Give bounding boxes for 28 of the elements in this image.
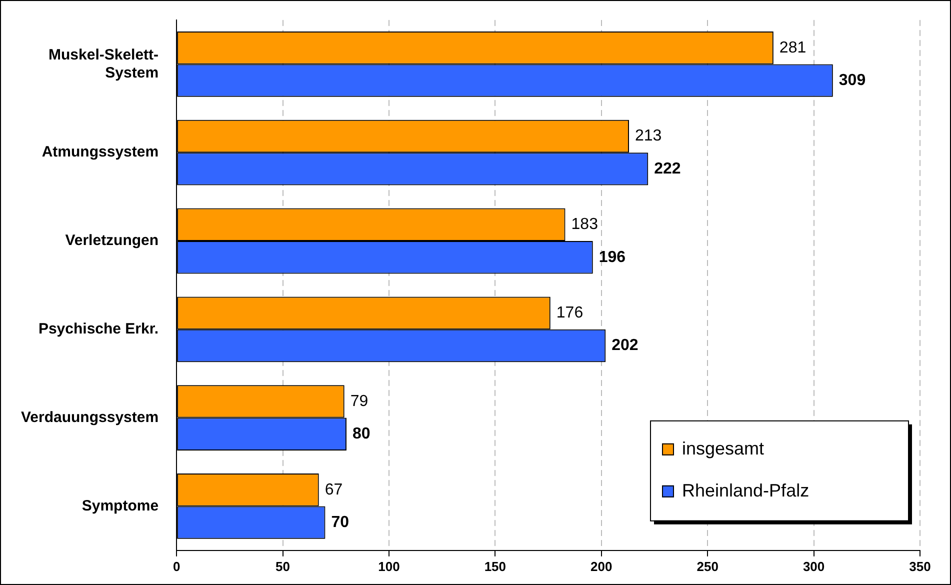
legend-label: insgesamt	[682, 438, 764, 458]
x-tick-label: 350	[909, 558, 931, 574]
y-tick-label: Verletzungen	[65, 232, 159, 250]
y-tick-label: Symptome	[82, 497, 159, 514]
y-tick-label: Atmungssystem	[42, 144, 159, 161]
y-tick-label: Muskel-Skelett-System	[48, 46, 159, 82]
data-label: 70	[331, 514, 350, 531]
x-tick-label: 150	[484, 558, 506, 574]
data-label: 309	[838, 72, 866, 89]
data-label: 196	[598, 248, 626, 266]
data-label: 67	[324, 481, 343, 498]
x-tick-label: 100	[378, 558, 400, 574]
x-tick-label: 50	[276, 558, 290, 574]
data-label: 222	[654, 160, 681, 178]
x-tick-label: 250	[696, 558, 718, 574]
data-label: 176	[556, 304, 584, 322]
x-tick-label: 0	[172, 558, 180, 574]
data-label: 79	[350, 392, 368, 410]
legend-label: Rheinland-Pfalz	[682, 480, 810, 500]
data-label: 213	[634, 128, 662, 145]
data-label: 80	[352, 426, 370, 443]
y-tick-label: Psychische Erkr.	[38, 320, 159, 338]
x-tick-label: 300	[802, 558, 825, 574]
data-label: 281	[779, 39, 806, 56]
data-label: 202	[612, 337, 638, 354]
x-tick-label: 200	[590, 558, 612, 574]
data-label: 183	[571, 216, 598, 234]
y-tick-label: Verdauungssystem	[20, 408, 159, 426]
